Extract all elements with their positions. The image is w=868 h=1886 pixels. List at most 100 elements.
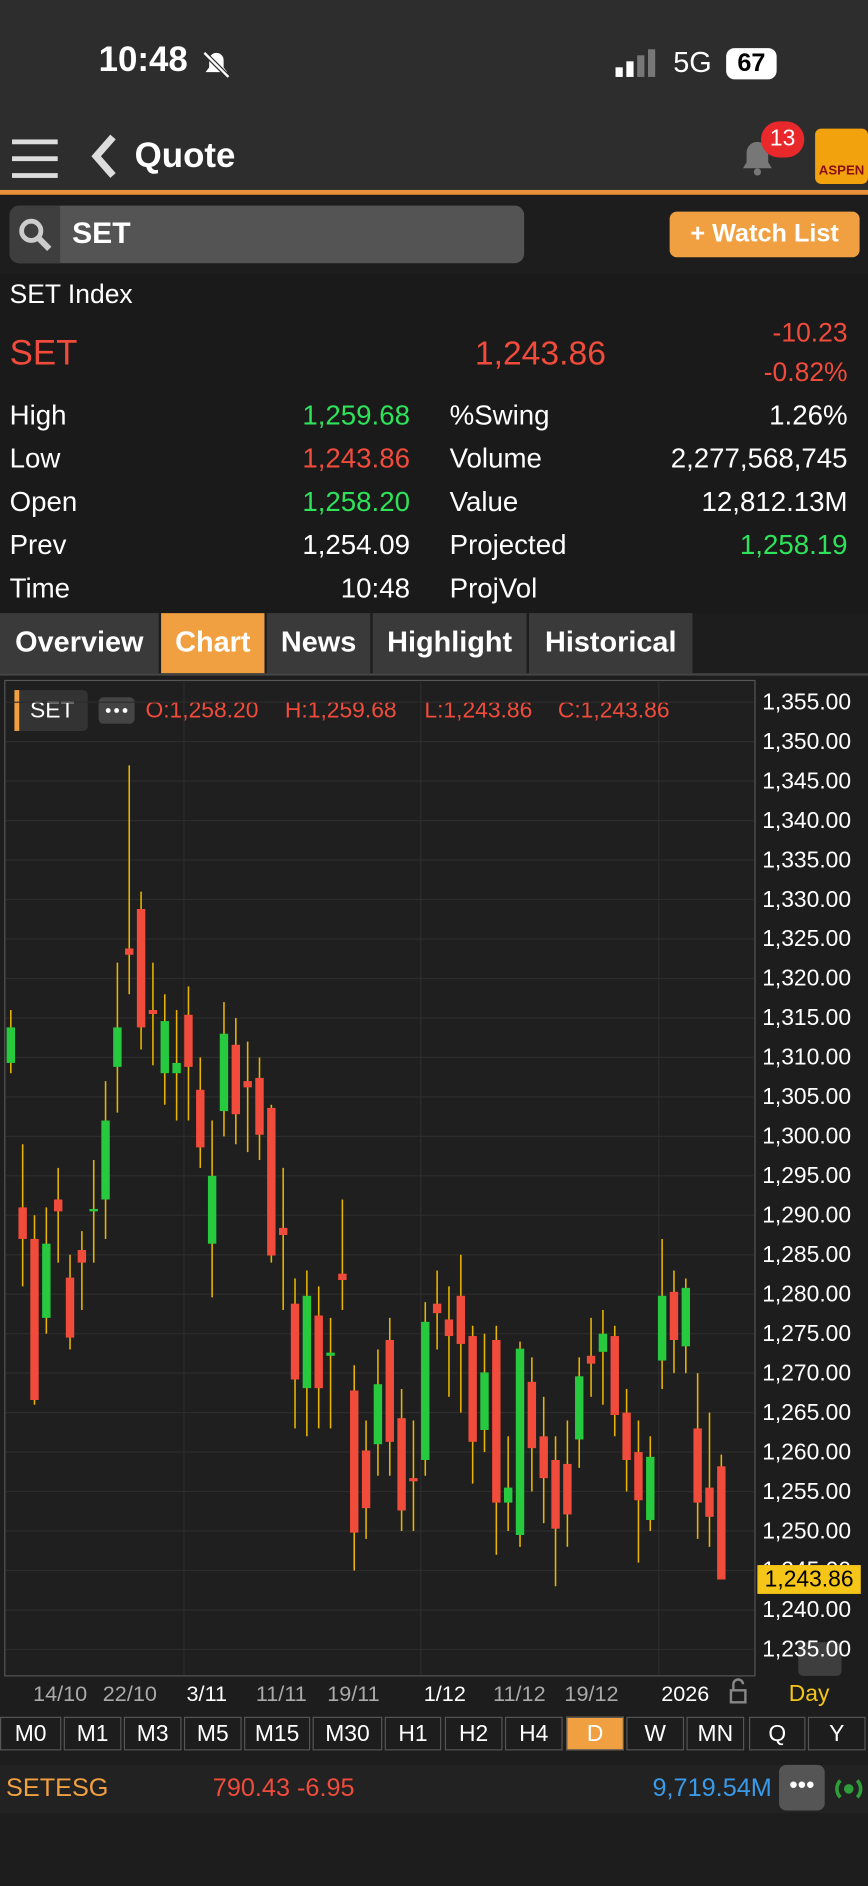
candle-body: [361, 1450, 371, 1509]
candle-body: [326, 1352, 335, 1356]
expand-button[interactable]: [798, 1642, 842, 1676]
timeframe-button[interactable]: M1: [63, 1716, 122, 1751]
ohlc-label: C:1,243.86: [558, 697, 670, 723]
candle-body: [586, 1355, 596, 1364]
search-icon: [19, 218, 52, 251]
candle-body: [527, 1381, 537, 1449]
candle-body: [551, 1459, 560, 1529]
y-tick-label: 1,340.00: [762, 807, 851, 833]
candle-body: [136, 908, 146, 1028]
stat-value: 1.26%: [769, 399, 848, 431]
timeframe-button[interactable]: H2: [444, 1716, 503, 1751]
tab[interactable]: Overview: [0, 613, 159, 674]
chart: SET O:1,258.20 H:1,259.68 L:1,243.86 C:1…: [4, 679, 861, 1706]
y-tick-label: 1,285.00: [762, 1241, 851, 1267]
timeframe-button[interactable]: D: [566, 1716, 624, 1751]
tab[interactable]: News: [266, 613, 371, 674]
symbol-box[interactable]: [14, 690, 88, 731]
lock-icon[interactable]: [729, 1678, 747, 1704]
timeframe-button[interactable]: M0: [0, 1716, 62, 1751]
candle-body: [492, 1339, 501, 1503]
y-tick-label: 1,235.00: [762, 1636, 851, 1662]
candle-body: [207, 1175, 217, 1244]
tab-active[interactable]: Chart: [161, 613, 265, 674]
last-price-tag: [757, 1565, 861, 1594]
search-text[interactable]: SET: [72, 216, 131, 251]
mute-icon: [202, 51, 231, 79]
candle-body: [77, 1250, 87, 1263]
y-tick-label: 1,330.00: [762, 886, 851, 912]
candle-body: [172, 1062, 181, 1074]
stat-label: Open: [9, 485, 78, 517]
timeframe-button[interactable]: M5: [183, 1716, 242, 1751]
candle-body: [503, 1487, 513, 1503]
timeframe-button[interactable]: M3: [123, 1716, 182, 1751]
watch-list-button[interactable]: + Watch List: [669, 211, 860, 258]
timeframe-button[interactable]: H1: [384, 1716, 442, 1751]
candle-body: [18, 1207, 27, 1239]
y-tick-label: 1,345.00: [762, 767, 851, 793]
candle-body: [243, 1081, 252, 1088]
candle-body: [30, 1238, 39, 1400]
y-tick-label: 1,265.00: [762, 1399, 851, 1425]
candle-body: [432, 1303, 442, 1314]
x-tick-label: 11/12: [493, 1681, 546, 1706]
badge: 13: [761, 121, 805, 158]
tab-line: [0, 673, 868, 676]
candle-body: [42, 1243, 51, 1318]
candle-body: [657, 1295, 667, 1361]
logo[interactable]: ASPEN: [815, 128, 868, 184]
network: 5G: [673, 46, 712, 80]
y-tick-label: 1,275.00: [762, 1320, 851, 1346]
y-tick-label: 1,240.00: [762, 1596, 851, 1622]
timeframe-button[interactable]: M30: [312, 1716, 383, 1751]
nav-icons[interactable]: [10, 132, 121, 185]
more-button[interactable]: •••: [779, 1764, 825, 1811]
y-tick-label: 1,255.00: [762, 1478, 851, 1504]
candle-body: [267, 1107, 276, 1256]
y-tick-label: 1,270.00: [762, 1359, 851, 1385]
chart-symbol: SET: [30, 697, 74, 723]
stat-label: High: [9, 399, 67, 431]
ticker-price: 790.43 -6.95: [212, 1774, 355, 1803]
timeframe-button[interactable]: Y: [807, 1716, 866, 1751]
candle-body: [278, 1227, 288, 1236]
y-tick-label: 1,320.00: [762, 965, 851, 991]
candle-body: [468, 1336, 477, 1442]
candle-body: [255, 1077, 264, 1135]
timeframe-button[interactable]: MN: [686, 1716, 745, 1751]
timeframe-button[interactable]: W: [626, 1716, 685, 1751]
candle-body: [219, 1033, 229, 1112]
search-box[interactable]: [9, 205, 525, 264]
ticker-bar: [0, 1764, 868, 1813]
period[interactable]: Day: [789, 1680, 830, 1706]
timeframe-button[interactable]: M15: [244, 1716, 311, 1751]
candle-body: [350, 1390, 359, 1533]
tab[interactable]: Highlight: [372, 613, 527, 674]
candle-body: [575, 1376, 584, 1440]
timeframe-button[interactable]: H4: [504, 1716, 563, 1751]
ticker-value: 9,719.54M: [652, 1774, 772, 1803]
candle-body: [314, 1315, 323, 1389]
stat-label: ProjVol: [449, 572, 538, 604]
symbol: SET: [9, 334, 78, 373]
timeframe-button[interactable]: Q: [748, 1716, 806, 1751]
candle-body: [646, 1456, 655, 1520]
stat-value: 1,258.19: [739, 528, 848, 561]
x-tick-label: 11/11: [256, 1681, 307, 1706]
tab[interactable]: Historical: [528, 613, 693, 674]
stat-label: Low: [9, 442, 61, 474]
top-bar: [0, 0, 868, 193]
y-tick-label: 1,300.00: [762, 1123, 851, 1149]
ticker-symbol[interactable]: SETESG: [6, 1774, 109, 1803]
y-tick-label: 1,335.00: [762, 846, 851, 872]
candle-body: [231, 1044, 241, 1115]
stat-label: Value: [449, 485, 519, 517]
stat-label: Prev: [9, 528, 67, 561]
ohlc-label: H:1,259.68: [285, 697, 397, 723]
candle-body: [196, 1089, 205, 1148]
page-title: Quote: [134, 137, 236, 176]
y-tick-label: 1,290.00: [762, 1202, 851, 1228]
candle-body: [539, 1436, 548, 1479]
